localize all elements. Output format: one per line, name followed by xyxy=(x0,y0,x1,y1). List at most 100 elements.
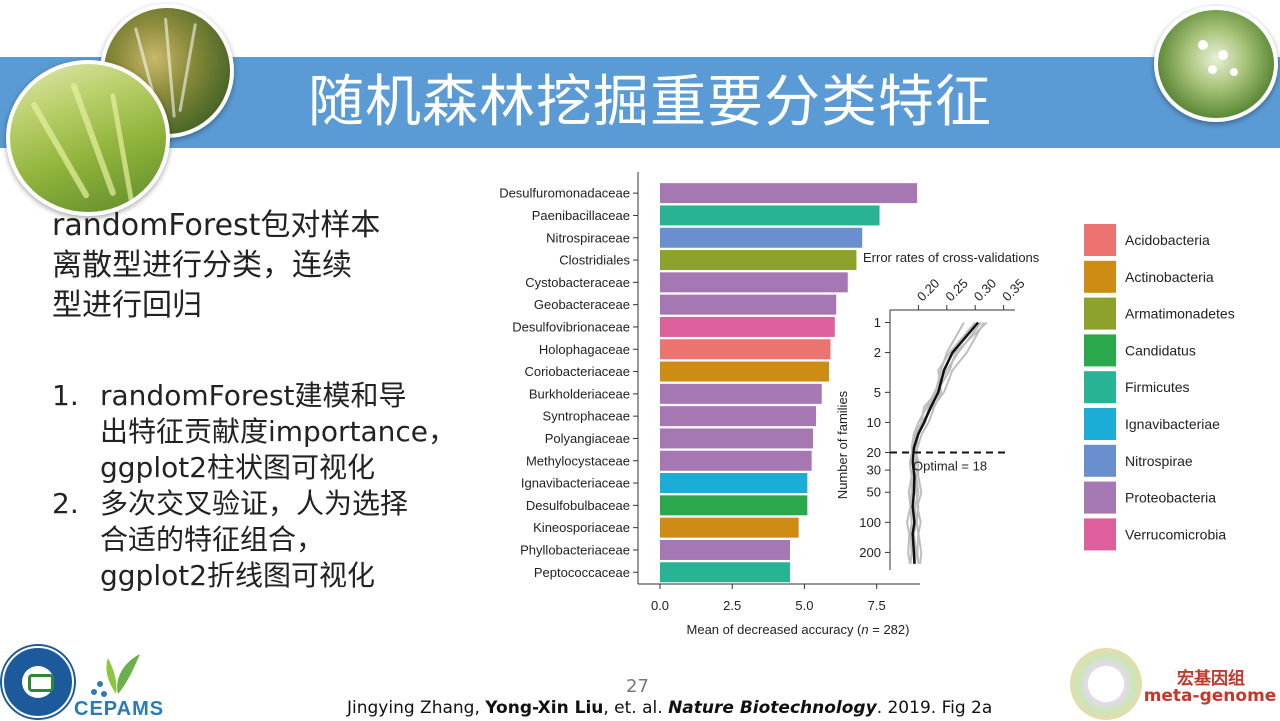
bar-desulfovibrionaceae xyxy=(660,316,835,337)
list-item: 2. 多次交叉验证，人为选择 合适的特征组合， ggplot2折线图可视化 xyxy=(52,486,472,594)
x-tick-label: 2.5 xyxy=(723,598,741,613)
legend-swatch-acidobacteria xyxy=(1084,224,1116,256)
bar-syntrophaceae xyxy=(660,406,816,427)
inset-y-tick-label: 30 xyxy=(867,463,881,478)
y-tick-label: Geobacteraceae xyxy=(534,297,630,312)
citation: Jingying Zhang, Yong-Xin Liu, et. al. Na… xyxy=(347,698,992,718)
bar-ignavibacteriaceae xyxy=(660,473,808,494)
inset-y-tick-label: 200 xyxy=(859,545,881,560)
y-tick-label: Syntrophaceae xyxy=(543,409,630,424)
x-axis-label: Mean of decreased accuracy (n = 282) xyxy=(687,622,910,637)
y-tick-label: Clostridiales xyxy=(559,253,630,268)
cv-series-line-5 xyxy=(912,321,988,564)
arabidopsis-photo xyxy=(1154,6,1278,122)
optimal-label: Optimal = 18 xyxy=(913,458,987,473)
inset-y-tick-label: 100 xyxy=(859,515,881,530)
legend-label: Ignavibacteriae xyxy=(1125,416,1220,432)
cv-series-line-2 xyxy=(914,322,965,564)
legend-label: Proteobacteria xyxy=(1125,490,1216,506)
meta-genome-en: meta-genome xyxy=(1143,686,1277,706)
citation-mid: , et. al. xyxy=(603,698,669,718)
legend-swatch-ignavibacteriae xyxy=(1084,408,1116,440)
intro-line: 离散型进行分类，连续 xyxy=(52,248,352,283)
list-line: 多次交叉验证，人为选择 xyxy=(100,487,409,520)
x-tick-label: 7.5 xyxy=(868,598,886,613)
bar-polyangiaceae xyxy=(660,428,814,449)
citation-suffix: . 2019. Fig 2a xyxy=(876,698,993,718)
legend-label: Candidatus xyxy=(1125,342,1196,358)
x-tick-label: 5.0 xyxy=(795,598,813,613)
bar-paenibacillaceae xyxy=(660,205,880,226)
y-tick-label: Burkholderiaceae xyxy=(529,386,630,401)
bar-phyllobacteriaceae xyxy=(660,539,790,560)
inset-y-tick-label: 10 xyxy=(867,415,881,430)
legend-label: Actinobacteria xyxy=(1125,269,1214,285)
y-tick-label: Phyllobacteriaceae xyxy=(520,542,630,557)
bar-burkholderiaceae xyxy=(660,383,822,404)
y-tick-label: Paenibacillaceae xyxy=(532,208,630,223)
x-tick-label: 0.0 xyxy=(651,598,669,613)
y-tick-label: Peptococcaceae xyxy=(534,565,630,580)
legend-swatch-proteobacteria xyxy=(1084,481,1116,514)
bar-methylocystaceae xyxy=(660,450,812,471)
legend-swatch-nitrospirae xyxy=(1084,444,1116,477)
legend-swatch-firmicutes xyxy=(1084,371,1116,404)
list-number: 1. xyxy=(52,379,79,412)
legend-label: Verrucomicrobia xyxy=(1125,526,1226,542)
cepams-logo: CEPAMS xyxy=(74,648,165,720)
institute-logo xyxy=(2,646,74,718)
y-tick-label: Polyangiaceae xyxy=(545,431,630,446)
bar-coriobacteriaceae xyxy=(660,361,829,382)
meta-genome-cn: 宏基因组 xyxy=(1177,669,1245,689)
citation-journal: Nature Biotechnology xyxy=(668,698,877,718)
mean-error-line xyxy=(911,321,980,564)
y-tick-label: Desulfuromonadaceae xyxy=(499,186,630,201)
bar-desulfuromonadaceae xyxy=(660,183,918,204)
inset-x-tick-label: 0.30 xyxy=(971,276,1000,305)
list-line: ggplot2柱状图可视化 xyxy=(100,451,376,484)
meta-genome-logo xyxy=(1070,648,1142,720)
legend-swatch-candidatus xyxy=(1084,334,1116,367)
legend-label: Acidobacteria xyxy=(1125,232,1210,248)
legend-label: Nitrospirae xyxy=(1125,453,1193,469)
y-tick-label: Cystobacteraceae xyxy=(525,275,630,290)
intro-line: 型进行回归 xyxy=(52,288,202,323)
citation-author: Yong-Xin Liu xyxy=(485,698,604,718)
citation-prefix: Jingying Zhang, xyxy=(347,698,486,718)
y-tick-label: Kineosporiaceae xyxy=(533,520,630,535)
list-item: 1. randomForest建模和导 出特征贡献度importance， gg… xyxy=(52,378,472,486)
bar-peptococcaceae xyxy=(660,562,790,583)
inset-y-tick-label: 50 xyxy=(867,485,881,500)
steps-list: 1. randomForest建模和导 出特征贡献度importance， gg… xyxy=(52,378,472,594)
inset-title: Error rates of cross-validations xyxy=(863,250,1040,265)
inset-y-tick-label: 20 xyxy=(867,445,881,460)
y-tick-label: Holophagaceae xyxy=(539,342,630,357)
bar-clostridiales xyxy=(660,250,857,271)
feature-importance-chart: Desulfuromonadaceae Paenibacillaceae Nitro… xyxy=(499,172,1235,637)
y-tick-label: Coriobacteriaceae xyxy=(524,364,630,379)
page-number: 27 xyxy=(626,676,649,697)
wheat-photo xyxy=(6,60,170,216)
bar-holophagaceae xyxy=(660,339,831,360)
legend-swatch-armatimonadetes xyxy=(1084,297,1116,330)
list-line: randomForest建模和导 xyxy=(100,379,407,412)
leaf-icon xyxy=(91,654,140,697)
legend-label: Firmicutes xyxy=(1125,379,1190,395)
legend-swatch-verrucomicrobia xyxy=(1084,518,1116,551)
list-line: 出特征贡献度importance， xyxy=(100,415,456,448)
page-title: 随机森林挖掘重要分类特征 xyxy=(308,70,992,135)
cv-error-inset: Error rates of cross-validations 0.20 0.25… xyxy=(835,250,1040,570)
y-tick-label: Desulfobulbaceae xyxy=(526,498,630,513)
intro-text: randomForest包对样本 离散型进行分类，连续 型进行回归 xyxy=(52,206,472,326)
inset-y-axis-label: Number of families xyxy=(835,390,850,499)
legend: Acidobacteria Actinobacteria Armatimonadet… xyxy=(1084,224,1235,551)
inset-y-tick-label: 1 xyxy=(874,315,881,330)
bar-chart: Desulfuromonadaceae Paenibacillaceae Nitro… xyxy=(499,172,920,637)
inset-x-tick-label: 0.20 xyxy=(914,276,943,305)
inset-y-tick-label: 2 xyxy=(874,345,881,360)
cv-series-line-1 xyxy=(905,322,985,564)
cepams-text: CEPAMS xyxy=(74,698,165,720)
y-tick-label: Desulfovibrionaceae xyxy=(512,319,630,334)
list-line: ggplot2折线图可视化 xyxy=(100,559,376,592)
inset-x-tick-label: 0.35 xyxy=(999,276,1028,305)
